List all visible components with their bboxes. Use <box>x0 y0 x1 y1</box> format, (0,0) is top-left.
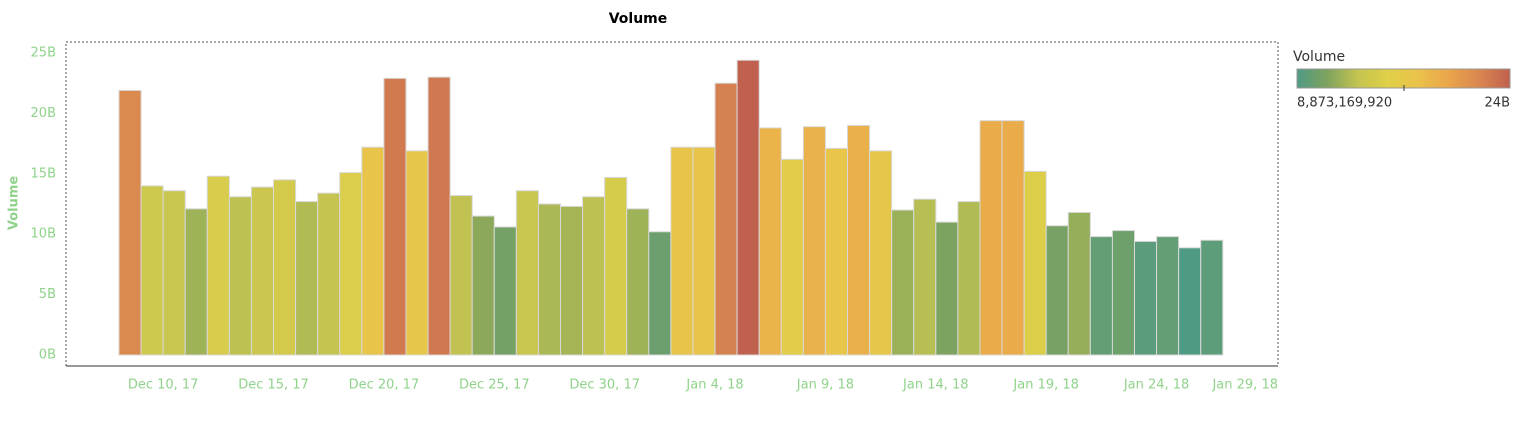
bar <box>537 203 562 356</box>
bar <box>1067 211 1091 356</box>
x-tick-label: Jan 29, 18 <box>1211 378 1278 393</box>
bar <box>1001 120 1025 356</box>
bar <box>604 176 628 356</box>
bar <box>405 150 429 356</box>
x-tick-label: Jan 14, 18 <box>902 378 969 393</box>
bar <box>206 175 230 356</box>
bar <box>582 196 606 356</box>
y-axis-label: Volume <box>7 176 22 231</box>
bar <box>140 185 164 356</box>
bar <box>449 195 473 356</box>
x-tick-label: Dec 20, 17 <box>349 378 420 393</box>
bar <box>802 126 826 356</box>
bar <box>1111 230 1136 356</box>
chart-title: Volume <box>609 11 668 27</box>
x-tick-label: Jan 9, 18 <box>796 378 854 393</box>
bar <box>670 146 694 356</box>
bar <box>957 201 981 356</box>
legend-min-label: 8,873,169,920 <box>1297 96 1392 111</box>
bar <box>1156 236 1180 356</box>
x-tick-label: Dec 30, 17 <box>569 378 640 393</box>
bar <box>736 59 760 356</box>
bar <box>1134 240 1158 356</box>
x-tick-label: Jan 19, 18 <box>1012 378 1079 393</box>
y-tick-label: 5B <box>39 287 56 302</box>
bar <box>913 198 937 356</box>
bar <box>383 77 407 356</box>
bar <box>427 76 451 356</box>
bar <box>295 201 319 356</box>
bar <box>758 127 782 356</box>
bar <box>273 179 297 356</box>
bar <box>692 146 716 356</box>
y-tick-label: 15B <box>31 166 56 181</box>
bar <box>361 146 385 356</box>
bar <box>184 208 208 356</box>
y-tick-label: 0B <box>39 348 56 363</box>
bar <box>648 231 672 356</box>
bar <box>118 89 142 356</box>
bar <box>471 215 495 356</box>
bar <box>162 190 186 356</box>
bar <box>1178 247 1202 356</box>
legend-title: Volume <box>1293 49 1345 65</box>
y-tick-label: 20B <box>31 106 56 121</box>
legend-max-label: 24B <box>1485 96 1510 111</box>
y-tick-label: 10B <box>31 227 56 242</box>
bar <box>1045 225 1069 356</box>
bar <box>714 82 738 356</box>
bar <box>339 172 363 356</box>
x-tick-label: Jan 24, 18 <box>1123 378 1190 393</box>
y-tick-label: 25B <box>31 45 56 60</box>
bar <box>1200 239 1224 356</box>
bar <box>869 150 893 356</box>
bar <box>626 208 650 356</box>
x-tick-label: Jan 4, 18 <box>685 378 743 393</box>
bar <box>493 226 517 356</box>
bar <box>560 205 584 356</box>
bar <box>979 120 1003 356</box>
bar <box>1023 170 1047 356</box>
bar <box>515 190 539 356</box>
bar <box>317 192 341 356</box>
bar <box>824 147 849 356</box>
x-tick-label: Dec 15, 17 <box>238 378 309 393</box>
bar <box>780 158 804 356</box>
x-tick-label: Dec 10, 17 <box>128 378 199 393</box>
bar <box>228 196 252 356</box>
bar <box>891 209 915 356</box>
bar <box>1089 236 1113 356</box>
bars <box>118 59 1224 356</box>
bar <box>847 124 871 356</box>
bar <box>250 186 275 356</box>
bar <box>935 221 959 356</box>
x-tick-label: Dec 25, 17 <box>459 378 530 393</box>
